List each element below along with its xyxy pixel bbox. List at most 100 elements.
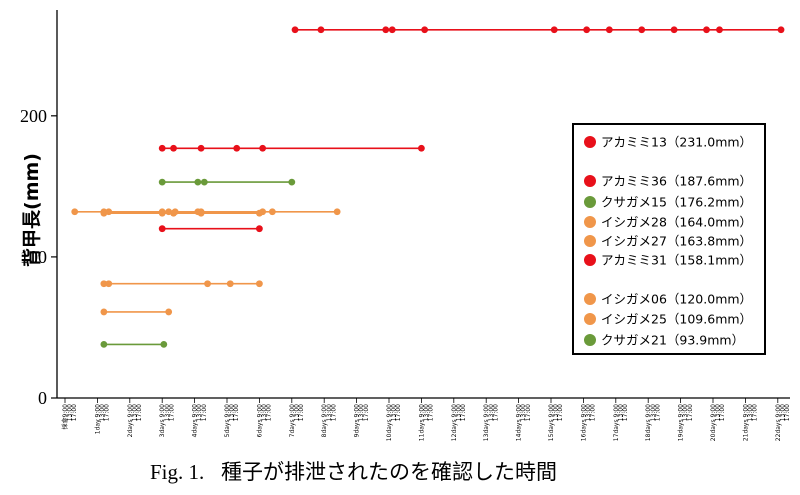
data-point (105, 280, 113, 288)
data-point (71, 208, 79, 216)
x-tick-label: 13:00 (99, 404, 106, 421)
x-tick-label: 13:00 (715, 404, 722, 421)
x-tick-label: 9days 9:00 (354, 404, 361, 438)
x-tick-label: 10days 9:00 (386, 404, 393, 441)
data-point (317, 26, 325, 34)
x-tick-label: 13:00 (196, 404, 203, 421)
x-tick-label: 8days 9:00 (321, 404, 328, 438)
x-tick-label: 21days 9:00 (742, 404, 749, 441)
x-tick-label: 12days 9:00 (451, 404, 458, 441)
data-point (194, 178, 202, 186)
x-tick-label: 17:00 (201, 404, 208, 421)
x-tick-label: 17:00 (719, 404, 726, 421)
data-point (158, 178, 166, 186)
data-point (703, 26, 710, 34)
legend-marker (584, 254, 596, 266)
caption-text: 種子が排泄されたのを確認した時間 (221, 460, 557, 484)
legend-marker (584, 235, 596, 247)
data-point (170, 209, 177, 217)
x-tick-label: 13:00 (682, 404, 689, 421)
x-tick-label: 17:00 (71, 404, 78, 421)
data-point (158, 225, 166, 233)
x-tick-label: 17:00 (428, 404, 435, 421)
x-tick-label: 19days 9:00 (678, 404, 685, 441)
x-tick-label: 17:00 (557, 404, 564, 421)
y-axis-label: 背甲長(mm) (20, 153, 43, 267)
x-tick-label: 採食9:00 (61, 404, 69, 430)
data-point (268, 208, 276, 216)
series-7 (100, 280, 263, 288)
data-point (100, 340, 108, 348)
data-point (382, 26, 390, 34)
data-point (200, 178, 208, 186)
data-point (291, 26, 299, 34)
x-tick-label: 13:00 (455, 404, 462, 421)
x-tick-label: 13:00 (585, 404, 592, 421)
data-point (777, 26, 785, 34)
x-tick-label: 2days 9:00 (127, 404, 134, 438)
x-tick-label: 17:00 (168, 404, 175, 421)
y-tick-label: 0 (38, 388, 47, 408)
legend-label: アカミミ13（231.0mm） (601, 135, 752, 150)
x-tick-label: 7days 9:00 (289, 404, 296, 438)
x-tick-label: 13:00 (488, 404, 495, 421)
y-tick-label: 100 (20, 247, 47, 267)
x-tick-label: 13:00 (67, 404, 74, 421)
x-tick-label: 17:00 (363, 404, 370, 421)
x-tick-label: 13:00 (358, 404, 365, 421)
data-point (158, 209, 166, 217)
x-tick-label: 17:00 (784, 404, 791, 421)
x-tick-label: 17:00 (266, 404, 273, 421)
x-tick-label: 17:00 (752, 404, 759, 421)
x-tick-label: 13:00 (779, 404, 786, 421)
data-point (100, 209, 108, 217)
data-point (100, 308, 108, 316)
data-point (197, 144, 205, 152)
legend-marker (584, 313, 596, 325)
data-point (638, 26, 646, 34)
data-point (670, 26, 678, 34)
data-point (170, 144, 177, 152)
legend-label: アカミミ36（187.6mm） (601, 174, 752, 189)
data-point (256, 209, 263, 217)
x-tick-label: 13:00 (520, 404, 527, 421)
x-tick-label: 13:00 (423, 404, 430, 421)
data-point (165, 308, 173, 316)
caption-label: Fig. 1. (150, 460, 204, 484)
x-tick-label: 13:00 (650, 404, 657, 421)
legend-label: アカミミ31（158.1mm） (601, 253, 752, 268)
series-8 (100, 308, 173, 316)
x-tick-label: 13:00 (164, 404, 171, 421)
x-tick-label: 17:00 (330, 404, 337, 421)
legend-marker (584, 136, 596, 148)
x-tick-label: 14days 9:00 (516, 404, 523, 441)
data-point (100, 280, 108, 288)
data-point (388, 26, 396, 34)
series-6 (158, 225, 263, 233)
x-tick-label: 20days 9:00 (710, 404, 717, 441)
series-2 (158, 144, 425, 152)
x-tick-label: 4days 9:00 (192, 404, 199, 438)
x-tick-label: 13:00 (617, 404, 624, 421)
x-tick-label: 5days 9:00 (224, 404, 231, 438)
data-point (288, 178, 296, 186)
x-tick-label: 17:00 (298, 404, 305, 421)
y-tick-label: 200 (20, 106, 47, 126)
x-tick-label: 13:00 (229, 404, 236, 421)
data-point (204, 280, 211, 288)
data-point (256, 280, 263, 288)
y-ticks: 0 100 200 (20, 106, 57, 408)
x-tick-label: 17:00 (525, 404, 532, 421)
legend-label: イシガメ25（109.6mm） (601, 312, 752, 327)
x-tick-label: 13:00 (391, 404, 398, 421)
data-point (226, 280, 234, 288)
figure-caption: Fig. 1. 種子が排泄されたのを確認した時間 (150, 460, 557, 484)
legend-marker (584, 216, 596, 228)
x-tick-label: 13:00 (326, 404, 333, 421)
x-tick-label: 16days 9:00 (580, 404, 587, 441)
x-tick-label: 17:00 (136, 404, 143, 421)
x-tick-label: 13:00 (261, 404, 268, 421)
data-point (197, 209, 205, 217)
x-tick-label: 17days 9:00 (613, 404, 620, 441)
